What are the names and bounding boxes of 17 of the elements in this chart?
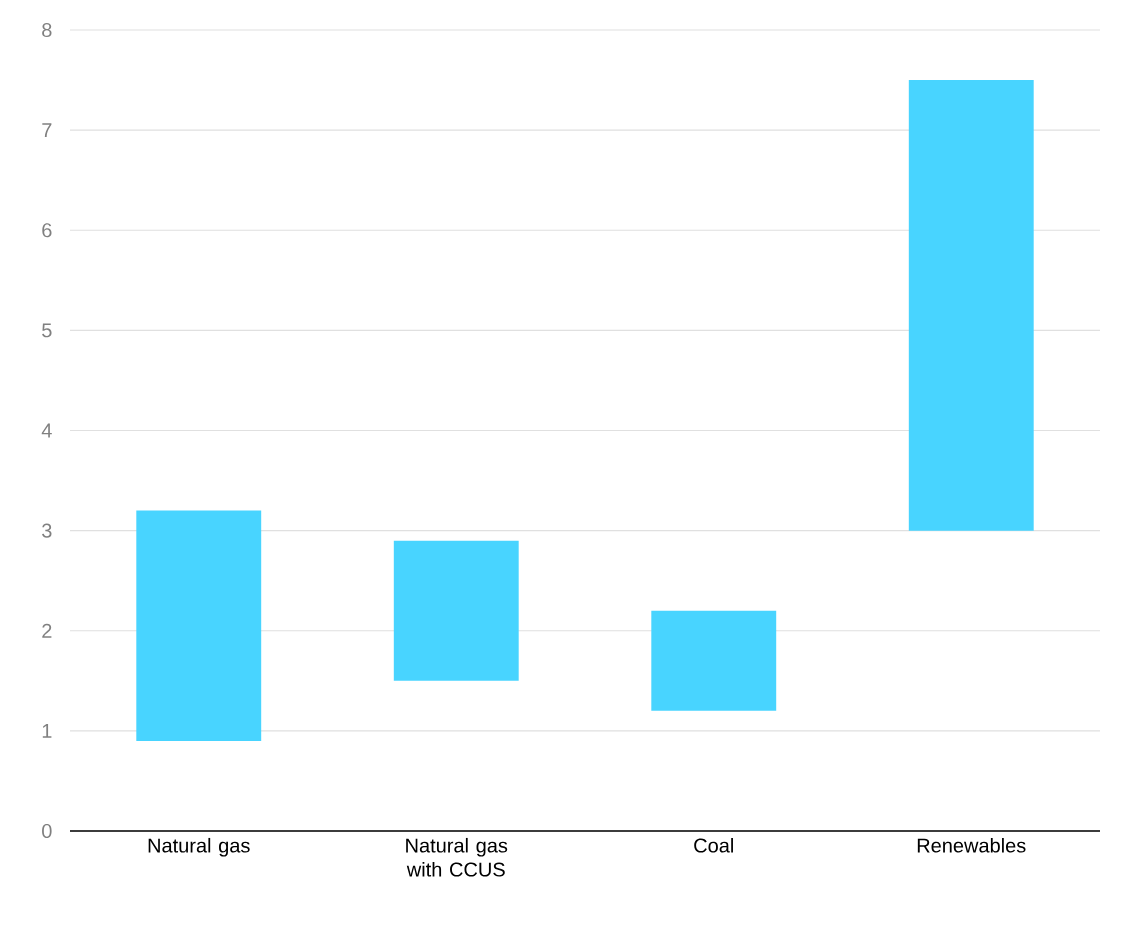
y-tick-label: 0 <box>42 823 52 839</box>
y-tick-label: 8 <box>42 22 52 38</box>
y-tick-label: 6 <box>42 223 52 238</box>
bar <box>136 510 262 741</box>
x-tick-label: Natural gas <box>148 837 250 857</box>
bar <box>393 540 519 681</box>
y-tick-label: 3 <box>42 523 52 538</box>
y-tick-label: 1 <box>42 723 52 738</box>
bar <box>908 80 1034 531</box>
x-tick-label: Renewables <box>917 837 1026 853</box>
y-tick-label: 4 <box>41 423 52 438</box>
x-tick-label: Natural gas with CCUS <box>406 837 508 877</box>
y-tick-label: 2 <box>42 623 52 638</box>
x-tick-label: Coal <box>694 837 733 853</box>
bar <box>651 610 777 711</box>
y-tick-label: 7 <box>42 123 52 137</box>
y-tick-label: 5 <box>42 323 52 338</box>
